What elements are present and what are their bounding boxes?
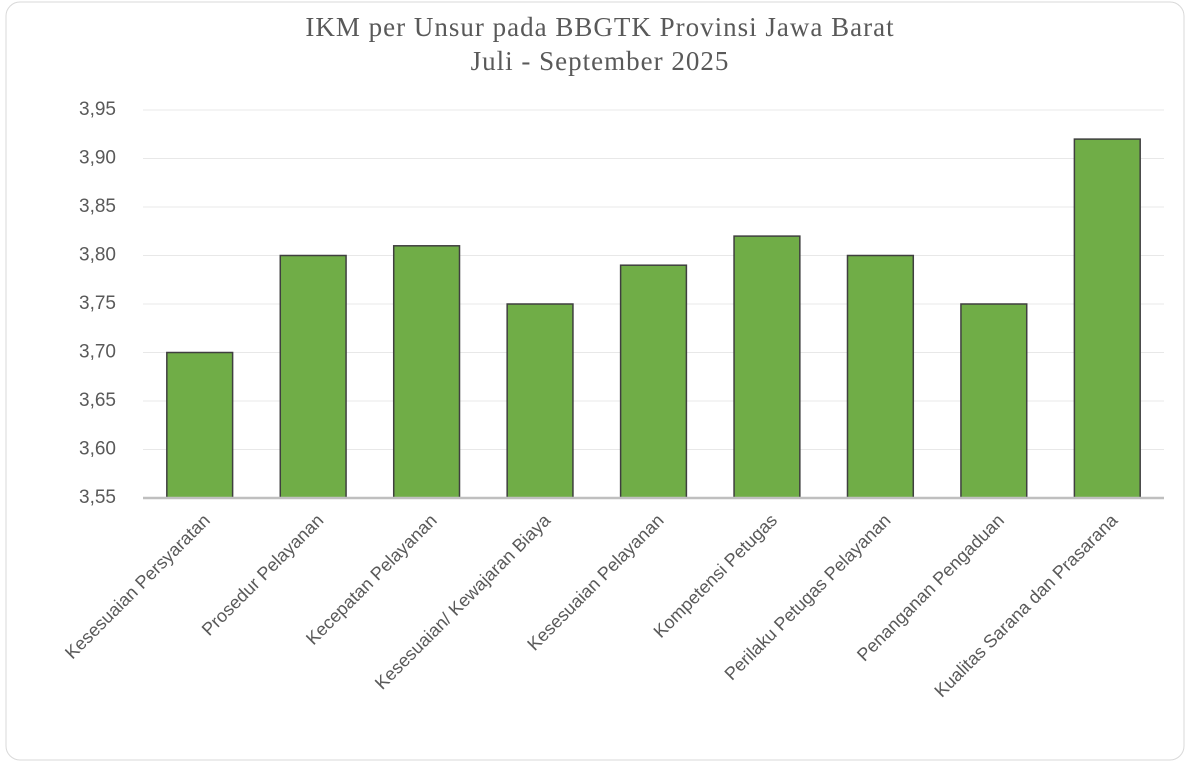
bar: [506, 303, 574, 499]
bar: [960, 303, 1028, 499]
y-tick-label: 3,80: [79, 245, 116, 266]
y-tick-label: 3,60: [79, 439, 116, 460]
bar: [279, 254, 347, 499]
chart-frame: [5, 1, 1185, 761]
bar: [846, 254, 915, 499]
y-tick-label: 3,90: [79, 148, 116, 169]
y-tick-label: 3,75: [79, 293, 116, 314]
chart-title: IKM per Unsur pada BBGTK Provinsi Jawa B…: [305, 12, 894, 42]
y-tick-label: 3,55: [79, 487, 116, 508]
y-tick-label: 3,65: [79, 390, 116, 411]
chart-subtitle: Juli - September 2025: [471, 46, 730, 76]
y-tick-label: 3,85: [79, 196, 116, 217]
y-tick-label: 3,70: [79, 342, 116, 363]
bar: [1073, 138, 1141, 499]
bar: [392, 245, 461, 499]
y-tick-label: 3,95: [79, 99, 116, 120]
bar: [619, 264, 688, 499]
bar: [733, 235, 801, 499]
bar: [166, 351, 234, 499]
